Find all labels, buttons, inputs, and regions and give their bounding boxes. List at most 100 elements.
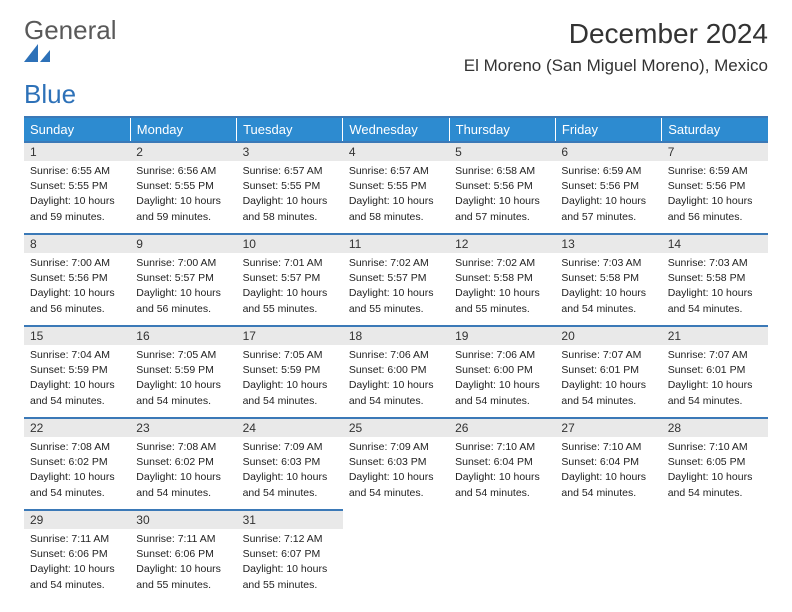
day-line: Daylight: 10 hours	[30, 286, 124, 300]
day-number: 22	[24, 419, 130, 437]
day-detail: Sunrise: 7:02 AMSunset: 5:58 PMDaylight:…	[449, 253, 555, 320]
calendar-cell: 13Sunrise: 7:03 AMSunset: 5:58 PMDayligh…	[555, 234, 661, 326]
day-detail: Sunrise: 7:03 AMSunset: 5:58 PMDaylight:…	[555, 253, 661, 320]
calendar-cell: 20Sunrise: 7:07 AMSunset: 6:01 PMDayligh…	[555, 326, 661, 418]
day-number: 9	[130, 235, 236, 253]
day-line: Sunrise: 6:55 AM	[30, 164, 124, 178]
day-line: Daylight: 10 hours	[136, 194, 230, 208]
day-line: Sunset: 6:06 PM	[30, 547, 124, 561]
day-line: Sunset: 6:05 PM	[668, 455, 762, 469]
day-line: and 54 minutes.	[455, 486, 549, 500]
day-line: Sunset: 5:57 PM	[136, 271, 230, 285]
day-line: Sunset: 5:59 PM	[243, 363, 337, 377]
day-line: Sunrise: 7:12 AM	[243, 532, 337, 546]
calendar-week-row: 29Sunrise: 7:11 AMSunset: 6:06 PMDayligh…	[24, 510, 768, 602]
day-line: and 54 minutes.	[561, 302, 655, 316]
day-line: and 54 minutes.	[668, 394, 762, 408]
day-line: Daylight: 10 hours	[30, 562, 124, 576]
day-number: 12	[449, 235, 555, 253]
day-line: Sunrise: 7:10 AM	[561, 440, 655, 454]
day-number: 25	[343, 419, 449, 437]
day-line: and 54 minutes.	[243, 394, 337, 408]
day-number: 18	[343, 327, 449, 345]
calendar-cell: 14Sunrise: 7:03 AMSunset: 5:58 PMDayligh…	[662, 234, 768, 326]
calendar-cell: 31Sunrise: 7:12 AMSunset: 6:07 PMDayligh…	[237, 510, 343, 602]
day-number: 5	[449, 143, 555, 161]
day-line: and 54 minutes.	[136, 486, 230, 500]
day-line: Sunrise: 7:00 AM	[136, 256, 230, 270]
day-line: Sunset: 6:00 PM	[455, 363, 549, 377]
day-line: Sunrise: 7:02 AM	[349, 256, 443, 270]
calendar-cell: 18Sunrise: 7:06 AMSunset: 6:00 PMDayligh…	[343, 326, 449, 418]
day-line: and 54 minutes.	[561, 486, 655, 500]
calendar-cell: 10Sunrise: 7:01 AMSunset: 5:57 PMDayligh…	[237, 234, 343, 326]
month-title: December 2024	[464, 18, 768, 50]
day-line: Sunrise: 7:11 AM	[30, 532, 124, 546]
day-line: Sunset: 6:04 PM	[561, 455, 655, 469]
day-number: 28	[662, 419, 768, 437]
day-line: Daylight: 10 hours	[668, 194, 762, 208]
day-line: Daylight: 10 hours	[243, 286, 337, 300]
day-line: Sunrise: 7:07 AM	[668, 348, 762, 362]
day-detail: Sunrise: 7:11 AMSunset: 6:06 PMDaylight:…	[24, 529, 130, 596]
day-line: Sunrise: 7:08 AM	[136, 440, 230, 454]
day-line: Daylight: 10 hours	[30, 378, 124, 392]
day-number: 24	[237, 419, 343, 437]
day-line: and 57 minutes.	[455, 210, 549, 224]
brand-text: General Blue	[24, 18, 117, 108]
day-detail: Sunrise: 7:03 AMSunset: 5:58 PMDaylight:…	[662, 253, 768, 320]
calendar-cell: 4Sunrise: 6:57 AMSunset: 5:55 PMDaylight…	[343, 142, 449, 234]
day-line: Sunset: 5:58 PM	[668, 271, 762, 285]
day-number: 7	[662, 143, 768, 161]
day-line: and 55 minutes.	[136, 578, 230, 592]
day-line: Daylight: 10 hours	[561, 470, 655, 484]
day-line: Sunrise: 7:04 AM	[30, 348, 124, 362]
day-number: 4	[343, 143, 449, 161]
day-number: 8	[24, 235, 130, 253]
day-number: 21	[662, 327, 768, 345]
day-line: Sunrise: 7:09 AM	[349, 440, 443, 454]
day-line: and 58 minutes.	[243, 210, 337, 224]
day-line: Daylight: 10 hours	[455, 286, 549, 300]
day-number: 16	[130, 327, 236, 345]
calendar-cell: 1Sunrise: 6:55 AMSunset: 5:55 PMDaylight…	[24, 142, 130, 234]
day-line: Daylight: 10 hours	[30, 470, 124, 484]
day-number: 6	[555, 143, 661, 161]
day-number: 11	[343, 235, 449, 253]
day-line: Daylight: 10 hours	[349, 470, 443, 484]
day-line: Daylight: 10 hours	[136, 286, 230, 300]
day-detail: Sunrise: 6:57 AMSunset: 5:55 PMDaylight:…	[237, 161, 343, 228]
day-line: Daylight: 10 hours	[30, 194, 124, 208]
day-detail: Sunrise: 6:55 AMSunset: 5:55 PMDaylight:…	[24, 161, 130, 228]
day-line: and 54 minutes.	[30, 486, 124, 500]
day-line: Sunset: 5:56 PM	[561, 179, 655, 193]
sail-icon	[24, 44, 117, 64]
day-line: Sunset: 6:03 PM	[243, 455, 337, 469]
day-line: Sunset: 5:57 PM	[349, 271, 443, 285]
day-line: Daylight: 10 hours	[136, 378, 230, 392]
day-number: 19	[449, 327, 555, 345]
day-line: and 54 minutes.	[561, 394, 655, 408]
day-line: Sunrise: 7:09 AM	[243, 440, 337, 454]
day-line: Daylight: 10 hours	[455, 378, 549, 392]
calendar-cell: 16Sunrise: 7:05 AMSunset: 5:59 PMDayligh…	[130, 326, 236, 418]
day-line: and 56 minutes.	[136, 302, 230, 316]
day-line: and 55 minutes.	[455, 302, 549, 316]
day-detail: Sunrise: 7:04 AMSunset: 5:59 PMDaylight:…	[24, 345, 130, 412]
day-detail: Sunrise: 7:10 AMSunset: 6:04 PMDaylight:…	[449, 437, 555, 504]
day-number: 10	[237, 235, 343, 253]
day-line: Sunrise: 7:07 AM	[561, 348, 655, 362]
location-subtitle: El Moreno (San Miguel Moreno), Mexico	[464, 56, 768, 76]
day-line: Sunrise: 6:56 AM	[136, 164, 230, 178]
day-line: Sunset: 5:56 PM	[30, 271, 124, 285]
day-line: and 59 minutes.	[136, 210, 230, 224]
day-line: Sunrise: 7:03 AM	[561, 256, 655, 270]
day-number: 30	[130, 511, 236, 529]
day-line: and 59 minutes.	[30, 210, 124, 224]
brand-part1: General	[24, 15, 117, 45]
day-line: Daylight: 10 hours	[668, 286, 762, 300]
day-line: Daylight: 10 hours	[136, 470, 230, 484]
weekday-header: Tuesday	[237, 117, 343, 142]
header-bar: General Blue December 2024 El Moreno (Sa…	[24, 18, 768, 108]
day-line: Sunrise: 7:00 AM	[30, 256, 124, 270]
